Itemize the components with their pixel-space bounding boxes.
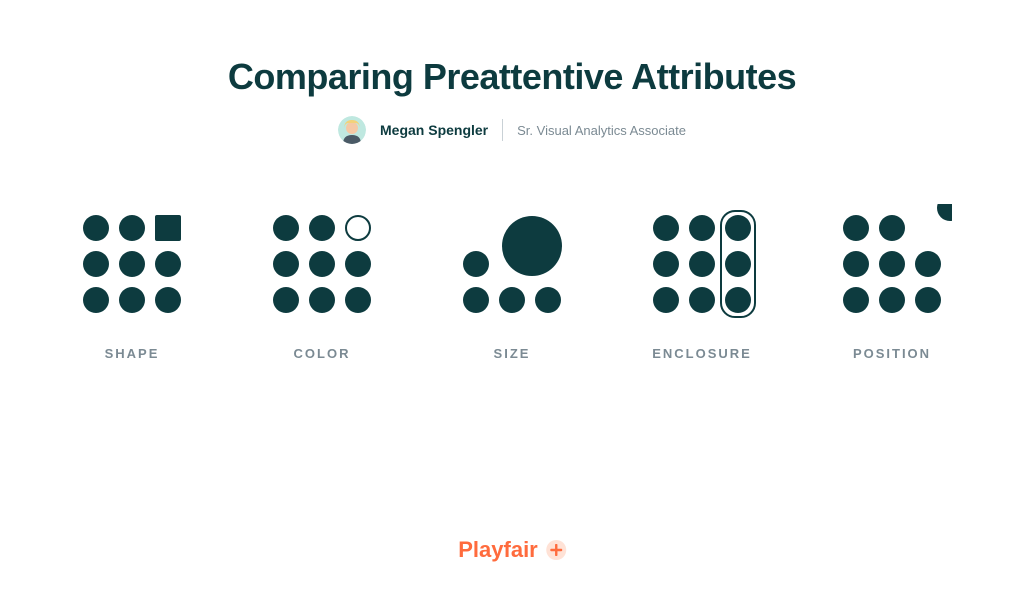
panel-label: SHAPE	[105, 346, 160, 361]
brand-plus-icon	[546, 540, 566, 560]
graphic-shape	[72, 204, 192, 324]
brand-text: Playfair	[458, 537, 538, 563]
panel-label: ENCLOSURE	[652, 346, 752, 361]
byline-divider	[502, 119, 503, 141]
graphic-color	[262, 204, 382, 324]
graphic-size	[452, 204, 572, 324]
panel-shape: SHAPE	[72, 204, 192, 361]
panel-position: POSITION	[832, 204, 952, 361]
panel-size: SIZE	[452, 204, 572, 361]
panels-row: SHAPE COLOR SIZE ENCLOSURE POSITION	[0, 204, 1024, 361]
page-title: Comparing Preattentive Attributes	[0, 56, 1024, 98]
author-name: Megan Spengler	[380, 122, 488, 138]
author-role: Sr. Visual Analytics Associate	[517, 123, 686, 138]
author-avatar	[338, 116, 366, 144]
byline: Megan Spengler Sr. Visual Analytics Asso…	[0, 116, 1024, 144]
brand: Playfair	[458, 537, 566, 563]
graphic-enclosure	[642, 204, 762, 324]
panel-label: POSITION	[853, 346, 931, 361]
graphic-position	[832, 204, 952, 324]
panel-enclosure: ENCLOSURE	[642, 204, 762, 361]
panel-color: COLOR	[262, 204, 382, 361]
panel-label: COLOR	[294, 346, 351, 361]
panel-label: SIZE	[494, 346, 531, 361]
